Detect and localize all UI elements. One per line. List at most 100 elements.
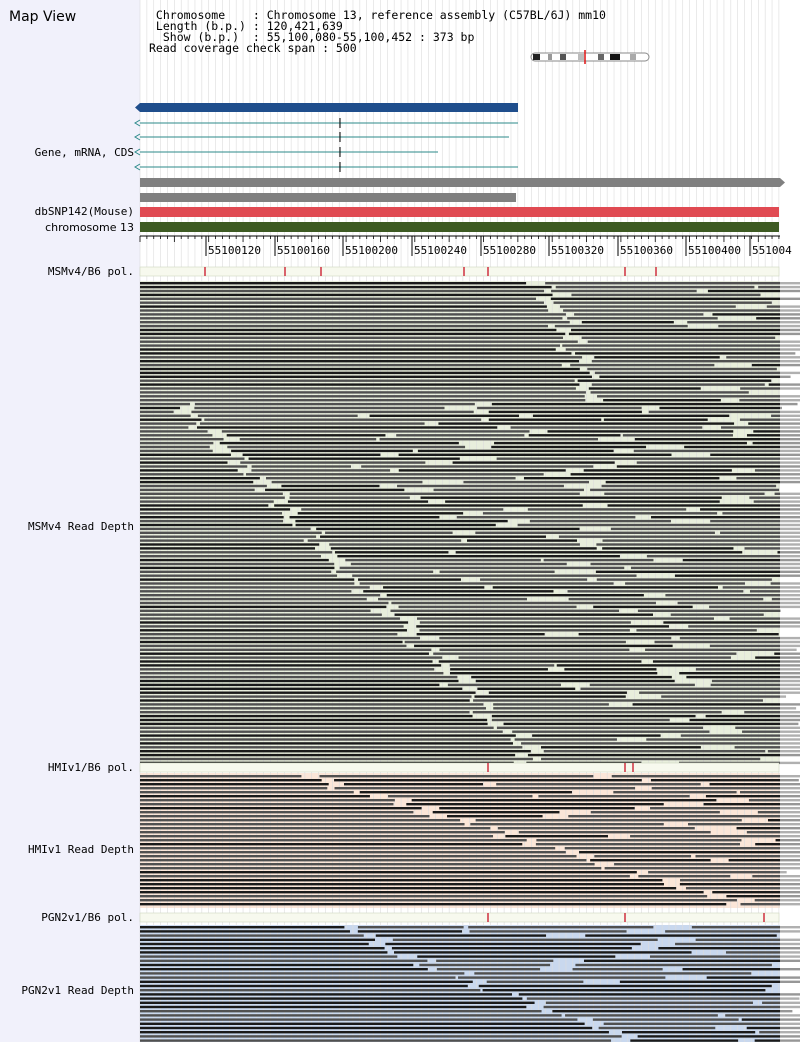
read <box>665 930 800 933</box>
read <box>739 418 800 421</box>
read <box>488 410 642 414</box>
read <box>493 703 609 706</box>
read <box>706 976 800 979</box>
read <box>140 803 394 806</box>
read <box>512 730 710 733</box>
read <box>595 570 800 573</box>
read <box>596 543 800 546</box>
read <box>404 640 626 644</box>
read <box>614 863 800 866</box>
read <box>449 672 658 675</box>
read <box>140 461 228 464</box>
chromosome-ideogram[interactable] <box>530 50 650 64</box>
read <box>598 1026 716 1030</box>
ruler-label: 55100240 <box>414 244 467 257</box>
read <box>518 831 711 834</box>
read <box>140 617 400 620</box>
read <box>474 695 626 698</box>
read <box>570 363 715 367</box>
read <box>140 795 370 798</box>
read <box>140 691 476 694</box>
read <box>329 543 580 546</box>
read <box>391 601 656 605</box>
read <box>568 597 764 601</box>
read <box>712 313 800 316</box>
read <box>140 656 443 659</box>
read <box>518 993 800 996</box>
read <box>475 819 742 822</box>
read <box>754 1039 800 1042</box>
read <box>590 859 711 862</box>
msm-pol-strip <box>139 266 780 277</box>
read <box>140 787 328 790</box>
read <box>140 779 322 782</box>
read <box>140 555 321 558</box>
read <box>140 742 513 745</box>
info-coverage-span: Read coverage check span : 500 <box>149 41 357 55</box>
read <box>420 496 722 499</box>
read <box>496 726 704 729</box>
read <box>140 976 456 979</box>
read <box>231 449 413 453</box>
read <box>637 1035 800 1038</box>
read <box>587 367 777 371</box>
read <box>742 730 800 733</box>
hmi-pol-label: HMIv1/B6 pol. <box>47 761 134 774</box>
read <box>759 1031 800 1034</box>
read <box>686 675 800 679</box>
read <box>140 360 580 363</box>
read <box>140 887 677 890</box>
read <box>140 636 421 640</box>
read <box>726 895 800 898</box>
read <box>140 371 590 375</box>
read <box>140 640 403 644</box>
read <box>591 360 800 363</box>
read <box>140 695 472 698</box>
read <box>744 547 800 550</box>
read <box>140 938 376 941</box>
read <box>746 1026 800 1030</box>
read <box>433 488 584 492</box>
read <box>532 734 661 737</box>
read <box>740 903 800 906</box>
read <box>529 519 671 523</box>
read <box>140 1026 593 1030</box>
read <box>445 500 720 503</box>
read <box>710 453 800 456</box>
read <box>140 675 458 679</box>
read <box>140 531 322 534</box>
read <box>140 336 564 339</box>
read <box>679 636 800 640</box>
ideogram-band <box>630 54 636 60</box>
read <box>491 718 670 722</box>
read <box>419 629 630 632</box>
read <box>491 402 798 406</box>
read <box>564 668 657 671</box>
read <box>140 811 414 814</box>
ideogram-band <box>548 54 552 60</box>
read <box>581 336 776 339</box>
read <box>394 613 653 616</box>
read <box>645 648 797 651</box>
read <box>248 457 460 460</box>
read <box>398 605 577 609</box>
ruler-label: 55100200 <box>345 244 398 257</box>
read <box>630 566 800 570</box>
read <box>140 594 381 597</box>
read <box>710 683 800 687</box>
read <box>705 795 800 798</box>
read <box>140 473 244 476</box>
read <box>140 601 389 605</box>
read <box>565 348 800 351</box>
read <box>319 775 594 778</box>
read <box>514 738 617 741</box>
read <box>226 434 386 437</box>
read <box>140 395 585 398</box>
read <box>140 328 557 332</box>
read <box>650 807 800 810</box>
read <box>725 1014 800 1017</box>
read <box>562 344 800 347</box>
read <box>140 819 461 822</box>
read <box>558 535 800 538</box>
